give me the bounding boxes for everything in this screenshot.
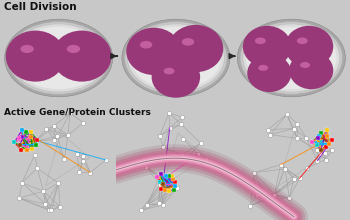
Circle shape [52,31,112,82]
Circle shape [155,59,197,95]
Circle shape [285,26,333,68]
Circle shape [289,51,333,89]
Ellipse shape [7,22,110,94]
Ellipse shape [13,27,104,89]
Circle shape [251,57,288,89]
Ellipse shape [125,22,227,94]
Ellipse shape [258,65,268,71]
Ellipse shape [237,19,345,97]
Circle shape [293,54,330,86]
Circle shape [6,31,65,82]
Circle shape [247,54,292,92]
Ellipse shape [182,38,194,46]
Ellipse shape [122,19,230,97]
Ellipse shape [246,27,337,89]
Ellipse shape [10,24,107,92]
Ellipse shape [131,27,221,89]
Circle shape [130,31,178,72]
Ellipse shape [5,19,113,97]
Circle shape [288,29,330,65]
Circle shape [168,25,223,72]
Ellipse shape [67,45,80,53]
Ellipse shape [297,37,308,44]
Ellipse shape [20,45,34,53]
Circle shape [246,29,288,65]
Ellipse shape [243,24,340,92]
Ellipse shape [140,41,152,49]
Ellipse shape [127,24,224,92]
Circle shape [243,26,291,68]
Circle shape [172,28,220,69]
Circle shape [9,33,62,79]
Ellipse shape [300,62,310,68]
Circle shape [126,28,181,75]
Circle shape [152,56,200,98]
Circle shape [55,33,108,79]
Ellipse shape [240,22,343,94]
Text: Active Gene/Protein Clusters: Active Gene/Protein Clusters [4,108,150,117]
Text: Cell Division: Cell Division [4,2,76,12]
Ellipse shape [255,37,266,44]
Ellipse shape [164,68,175,74]
